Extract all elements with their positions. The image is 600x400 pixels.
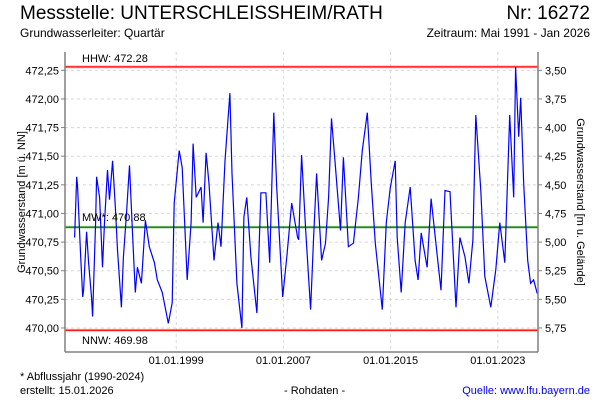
created-date: erstellt: 15.01.2026	[20, 385, 114, 397]
y-right-tick-label: 5,00	[545, 237, 566, 249]
reference-label-nnw: NNW: 469.98	[82, 335, 148, 347]
footnote-hydrological-year: * Abflussjahr (1990-2024)	[20, 371, 145, 383]
y-tick-label: 472,00	[25, 94, 59, 106]
y-tick-label: 471,75	[25, 123, 59, 135]
y-tick-label: 471,00	[25, 208, 59, 220]
x-tick-label: 01.01.2015	[363, 355, 418, 367]
y-right-tick-label: 4,75	[545, 208, 566, 220]
data-kind-label: - Rohdaten -	[284, 385, 346, 397]
y-axis-title-left: Grundwasserstand [m ü. NN]	[16, 131, 28, 273]
y-right-tick-label: 4,50	[545, 180, 566, 192]
y-tick-label: 470,75	[25, 237, 59, 249]
y-tick-label: 470,50	[25, 266, 59, 278]
x-tick-label: 01.01.2007	[256, 355, 311, 367]
y-tick-label: 471,25	[25, 180, 59, 192]
x-tick-label: 01.01.2023	[470, 355, 525, 367]
y-right-tick-label: 5,50	[545, 294, 566, 306]
period-label: Zeitraum: Mai 1991 - Jan 2026	[426, 26, 590, 40]
y-right-tick-label: 5,25	[545, 266, 566, 278]
y-tick-label: 470,25	[25, 294, 59, 306]
aquifer-label: Grundwasserleiter: Quartär	[20, 26, 165, 40]
y-tick-label: 472,25	[25, 65, 59, 77]
y-right-tick-label: 4,25	[545, 151, 566, 163]
y-tick-label: 471,50	[25, 151, 59, 163]
y-axis-title-right: Grundwasserstand [m u. Gelände]	[574, 118, 586, 286]
x-tick-label: 01.01.1999	[149, 355, 204, 367]
y-right-tick-label: 3,50	[545, 65, 566, 77]
reference-label-hhw: HHW: 472.28	[82, 53, 148, 65]
y-right-tick-label: 3,75	[545, 94, 566, 106]
station-title: Messstelle: UNTERSCHLEISSHEIM/RATH	[20, 3, 383, 24]
station-number: Nr: 16272	[506, 3, 590, 24]
source-link[interactable]: Quelle: www.lfu.bayern.de	[462, 385, 590, 397]
y-right-tick-label: 4,00	[545, 123, 566, 135]
y-right-tick-label: 5,75	[545, 323, 566, 335]
y-tick-label: 470,00	[25, 323, 59, 335]
reference-label-mw: MW*: 470.88	[82, 212, 146, 224]
plot-area	[65, 52, 538, 352]
groundwater-series-line	[74, 66, 538, 329]
